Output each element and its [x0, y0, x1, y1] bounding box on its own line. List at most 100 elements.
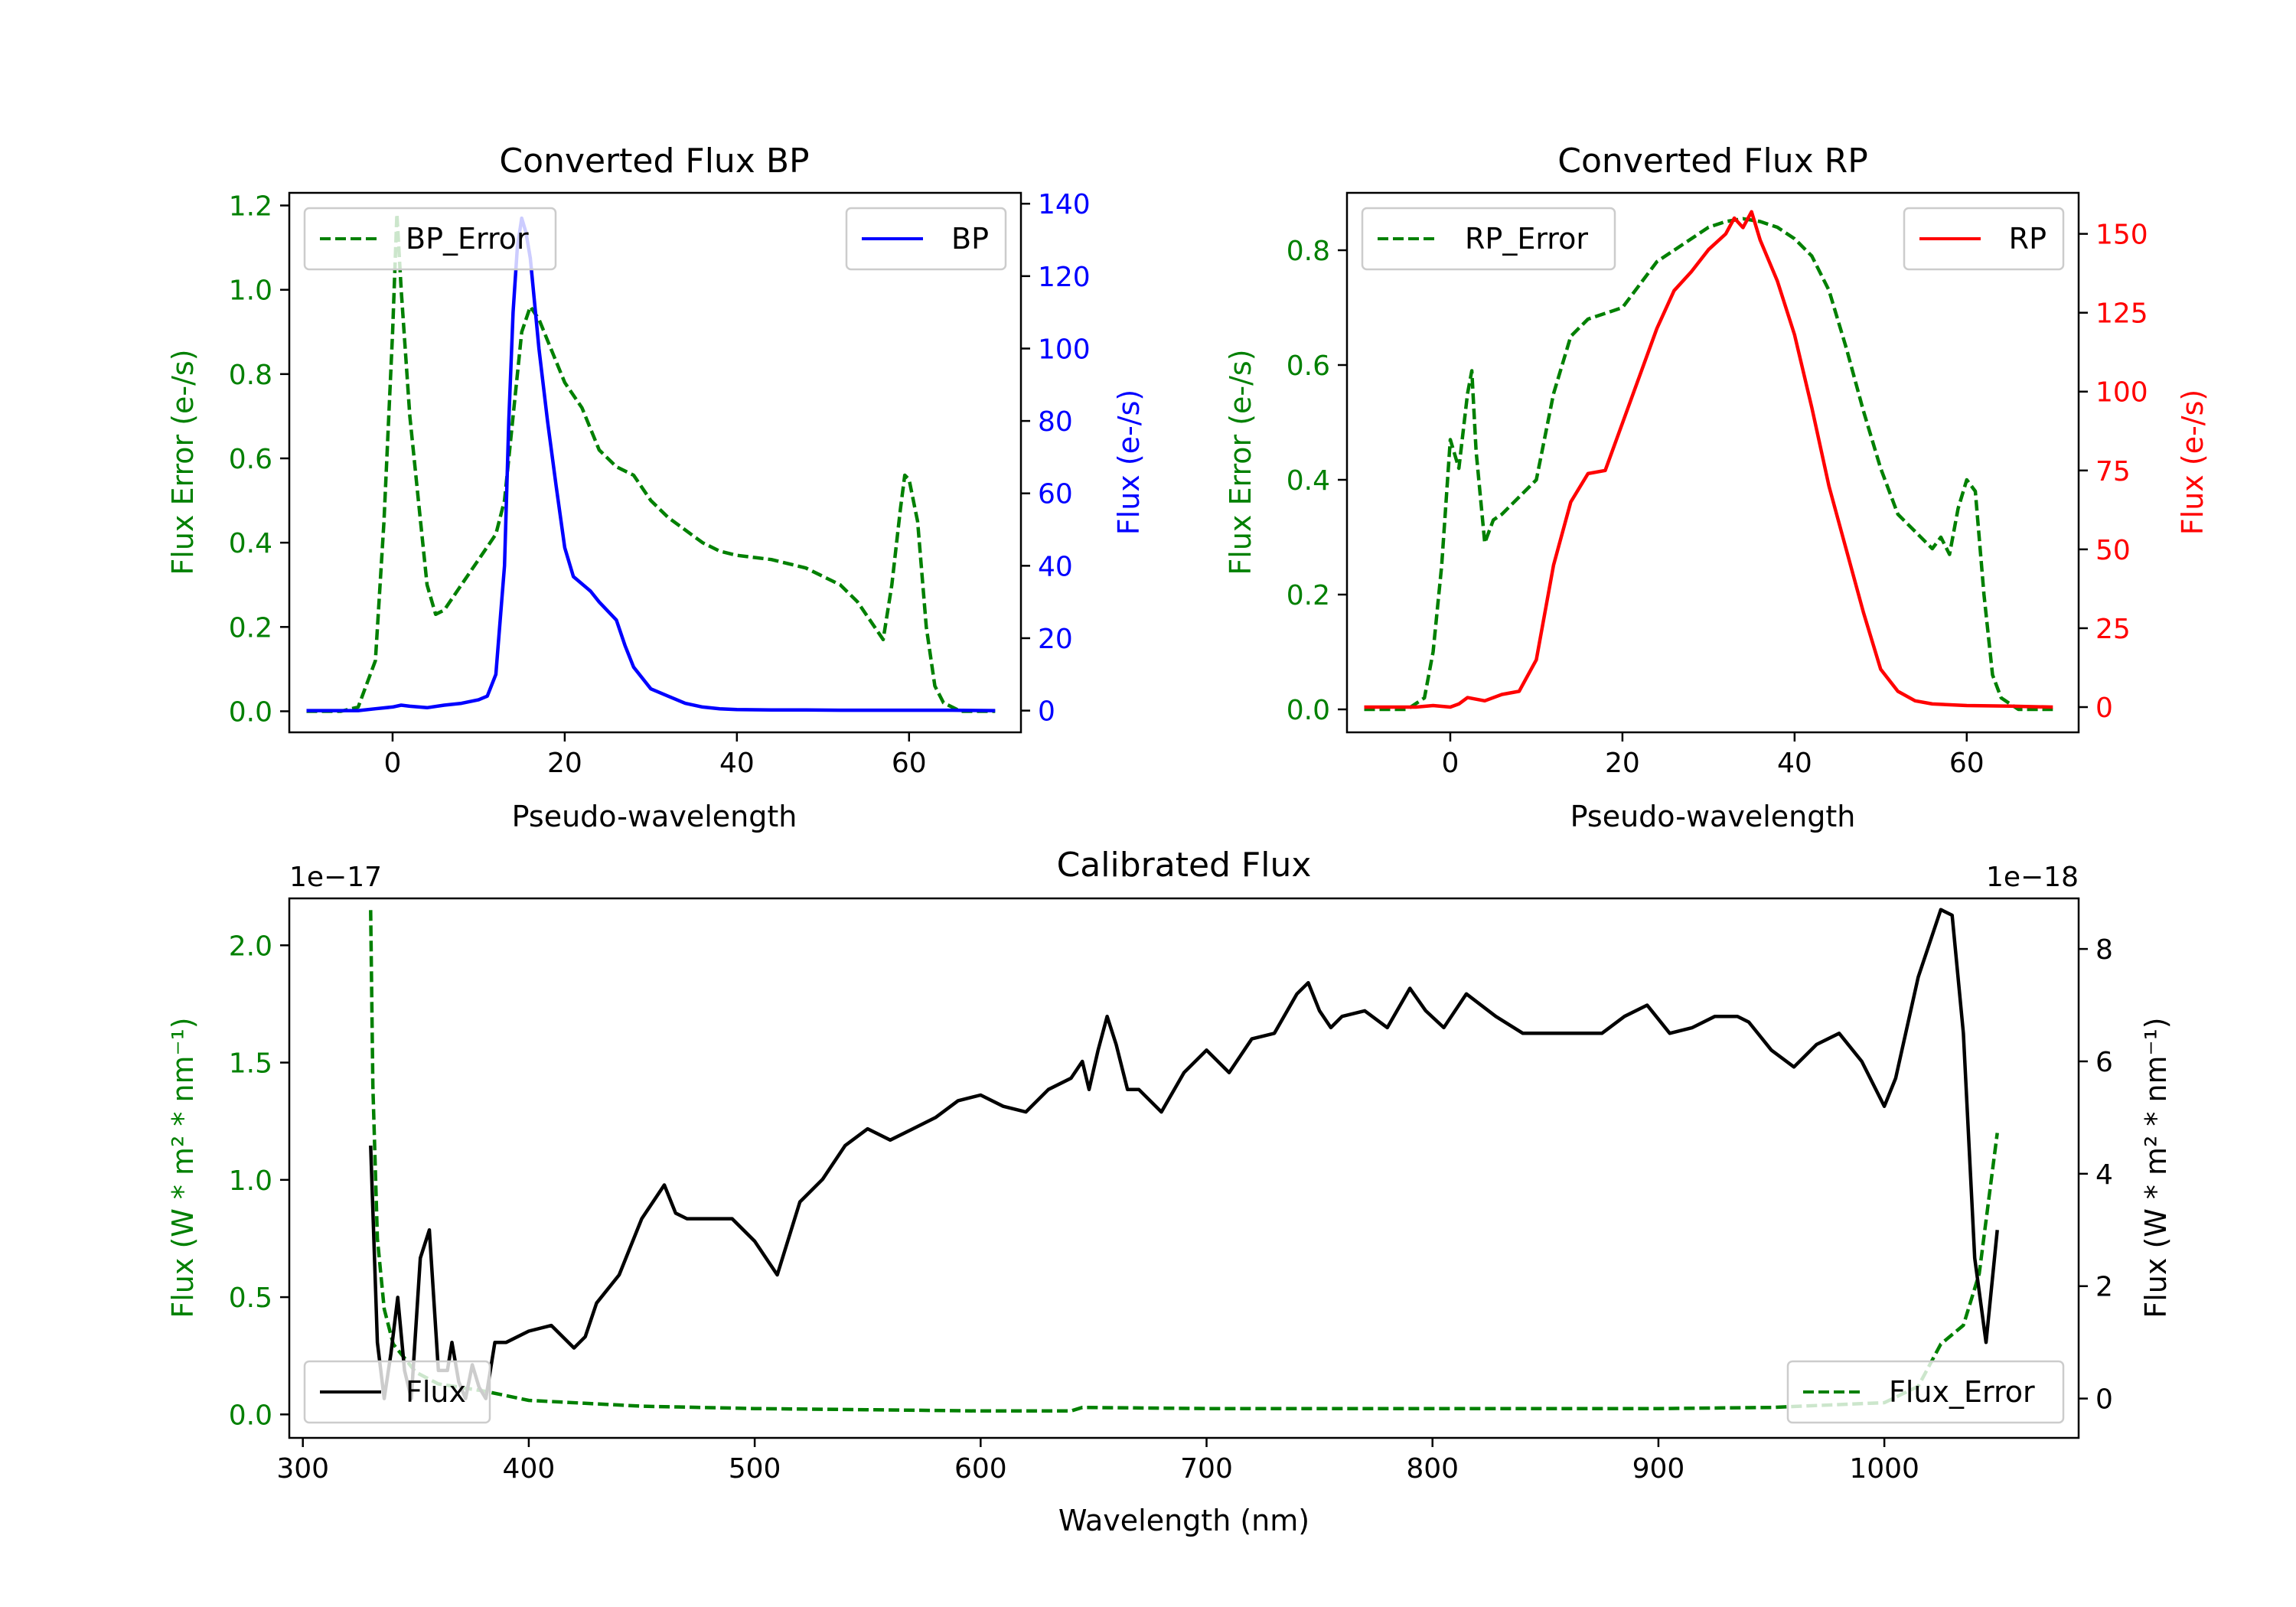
rp-legend-error-label: RP_Error — [1465, 222, 1588, 256]
rp-xtick-label: 20 — [1605, 748, 1640, 779]
rp-xtick-label: 40 — [1777, 748, 1812, 779]
rp-ytick-right-label: 150 — [2095, 220, 2148, 251]
bp-ytick-right-label: 40 — [1038, 551, 1073, 582]
rp-ytick-right-label: 0 — [2095, 693, 2113, 724]
calibrated-legend-error: Flux_Error — [1786, 1360, 2065, 1424]
calibrated-legend-flux: Flux — [303, 1360, 491, 1424]
calibrated-ytick-left-label: 0.5 — [229, 1283, 272, 1314]
rp-ytick-right-label: 125 — [2095, 298, 2148, 330]
rp-legend-rp-box — [1903, 207, 2065, 271]
rp-series-rp-error — [1364, 217, 2053, 712]
calibrated-xtick-label: 400 — [503, 1453, 556, 1485]
bp-legend-error-label: BP_Error — [406, 222, 529, 256]
calibrated-legend-flux-box — [303, 1360, 491, 1424]
bp-panel: Converted Flux BP 0 20 40 60 0.0 0.2 0.4 0.6 0.8… — [166, 142, 1146, 833]
calibrated-ytick-right-label: 4 — [2095, 1159, 2113, 1191]
calibrated-xlabel: Wavelength (nm) — [1058, 1504, 1309, 1537]
calibrated-legend-error-box — [1786, 1360, 2065, 1424]
calibrated-title: Calibrated Flux — [1057, 846, 1312, 885]
bp-ytick-right-label: 80 — [1038, 406, 1073, 438]
calibrated-xtick-label: 500 — [729, 1453, 781, 1485]
rp-title: Converted Flux RP — [1557, 142, 1868, 181]
calibrated-xtick-label: 800 — [1406, 1453, 1459, 1485]
calibrated-ylabel-left: Flux (W * m² * nm⁻¹) — [166, 1017, 200, 1318]
calibrated-ytick-left-label: 2.0 — [229, 931, 272, 962]
bp-legend-error: BP_Error — [303, 207, 557, 271]
bp-xtick-label: 40 — [719, 748, 755, 779]
rp-xlabel: Pseudo-wavelength — [1570, 800, 1856, 833]
bp-xlabel: Pseudo-wavelength — [512, 800, 797, 833]
rp-ylabel-right: Flux (e-/s) — [2176, 390, 2210, 535]
bp-ytick-left-label: 0.0 — [229, 696, 272, 728]
calibrated-ytick-right-label: 8 — [2095, 934, 2113, 966]
calibrated-ytick-right-label: 2 — [2095, 1272, 2113, 1303]
calibrated-offset-left: 1e−17 — [289, 862, 382, 893]
calibrated-ytick-left-label: 1.5 — [229, 1048, 272, 1080]
rp-ytick-left-label: 0.4 — [1287, 465, 1330, 497]
rp-legend-error: RP_Error — [1361, 207, 1616, 271]
rp-ticks: 0 20 40 60 0.0 0.2 0.4 0.6 0.8 0 25 50 75 100 125 150 — [1287, 220, 2148, 779]
rp-legend-rp: RP — [1903, 207, 2065, 271]
rp-panel: Converted Flux RP 0 20 40 60 0.0 0.2 0.4 0.6 0.8… — [1224, 142, 2210, 833]
bp-legend-bp-label: BP — [951, 222, 989, 256]
calibrated-legend-error-label: Flux_Error — [1889, 1375, 2035, 1409]
rp-ytick-left-label: 0.6 — [1287, 350, 1330, 382]
bp-ytick-right-label: 20 — [1038, 624, 1073, 655]
bp-legend-bp: BP — [845, 207, 1007, 271]
bp-series-bp — [306, 216, 996, 712]
bp-legend-bp-box — [845, 207, 1007, 271]
rp-series-rp — [1364, 210, 2053, 709]
calibrated-ylabel-right: Flux (W * m² * nm⁻¹) — [2139, 1017, 2173, 1318]
rp-ytick-right-label: 75 — [2095, 456, 2131, 487]
rp-ytick-right-label: 50 — [2095, 535, 2131, 566]
bp-xtick-label: 20 — [547, 748, 582, 779]
bp-ytick-left-label: 0.2 — [229, 612, 272, 644]
rp-legend-error-box — [1361, 207, 1616, 271]
bp-ytick-left-label: 1.2 — [229, 191, 272, 223]
calibrated-axes-frame — [288, 897, 2080, 1439]
rp-legend-rp-label: RP — [2009, 222, 2047, 256]
bp-axes-frame — [288, 191, 1022, 734]
calibrated-legend-flux-label: Flux — [406, 1375, 466, 1409]
bp-lines — [306, 212, 996, 713]
bp-xtick-label: 0 — [384, 748, 402, 779]
bp-ytick-right-label: 120 — [1038, 262, 1091, 293]
rp-xtick-label: 60 — [1949, 748, 1985, 779]
calibrated-ytick-left-label: 1.0 — [229, 1165, 272, 1197]
bp-ylabel-right: Flux (e-/s) — [1112, 390, 1146, 535]
bp-ytick-right-label: 0 — [1038, 696, 1055, 728]
rp-ytick-right-label: 100 — [2095, 377, 2148, 409]
rp-ytick-left-label: 0.0 — [1287, 695, 1330, 726]
rp-axes-frame — [1345, 191, 2080, 734]
bp-ytick-right-label: 140 — [1038, 189, 1091, 220]
bp-legend-error-box — [303, 207, 557, 271]
bp-xtick-label: 60 — [892, 748, 927, 779]
rp-lines — [1364, 210, 2053, 712]
calibrated-offset-right: 1e−18 — [1986, 862, 2079, 893]
calibrated-panel: Calibrated Flux 1e−17 1e−18 300 400 500 600… — [166, 846, 2173, 1537]
rp-ytick-left-label: 0.2 — [1287, 580, 1330, 611]
rp-xtick-label: 0 — [1442, 748, 1459, 779]
bp-ticks: 0 20 40 60 0.0 0.2 0.4 0.6 0.8 1.0 1.2 0 20 40 60 80 100… — [229, 189, 1091, 779]
calibrated-ticks: 300 400 500 600 700 800 900 1000 0.0 0.5 1.0 1.5 2.0… — [229, 931, 2113, 1485]
rp-ytick-left-label: 0.8 — [1287, 236, 1330, 267]
bp-ytick-left-label: 1.0 — [229, 275, 272, 307]
bp-ylabel-left: Flux Error (e-/s) — [166, 349, 200, 575]
calibrated-ytick-left-label: 0.0 — [229, 1400, 272, 1431]
bp-ytick-left-label: 0.6 — [229, 444, 272, 475]
calibrated-ytick-right-label: 6 — [2095, 1047, 2113, 1078]
calibrated-xtick-label: 700 — [1180, 1453, 1233, 1485]
calibrated-ytick-right-label: 0 — [2095, 1384, 2113, 1416]
calibrated-xtick-label: 900 — [1632, 1453, 1685, 1485]
calibrated-xtick-label: 300 — [276, 1453, 329, 1485]
rp-ytick-right-label: 25 — [2095, 614, 2131, 645]
bp-ytick-right-label: 60 — [1038, 479, 1073, 510]
rp-ylabel-left: Flux Error (e-/s) — [1224, 349, 1257, 575]
bp-series-bp-error — [306, 212, 996, 713]
bp-title: Converted Flux BP — [499, 142, 809, 181]
bp-ytick-right-label: 100 — [1038, 334, 1091, 365]
bp-ytick-left-label: 0.4 — [229, 528, 272, 559]
calibrated-xtick-label: 600 — [954, 1453, 1007, 1485]
calibrated-xtick-label: 1000 — [1849, 1453, 1919, 1485]
